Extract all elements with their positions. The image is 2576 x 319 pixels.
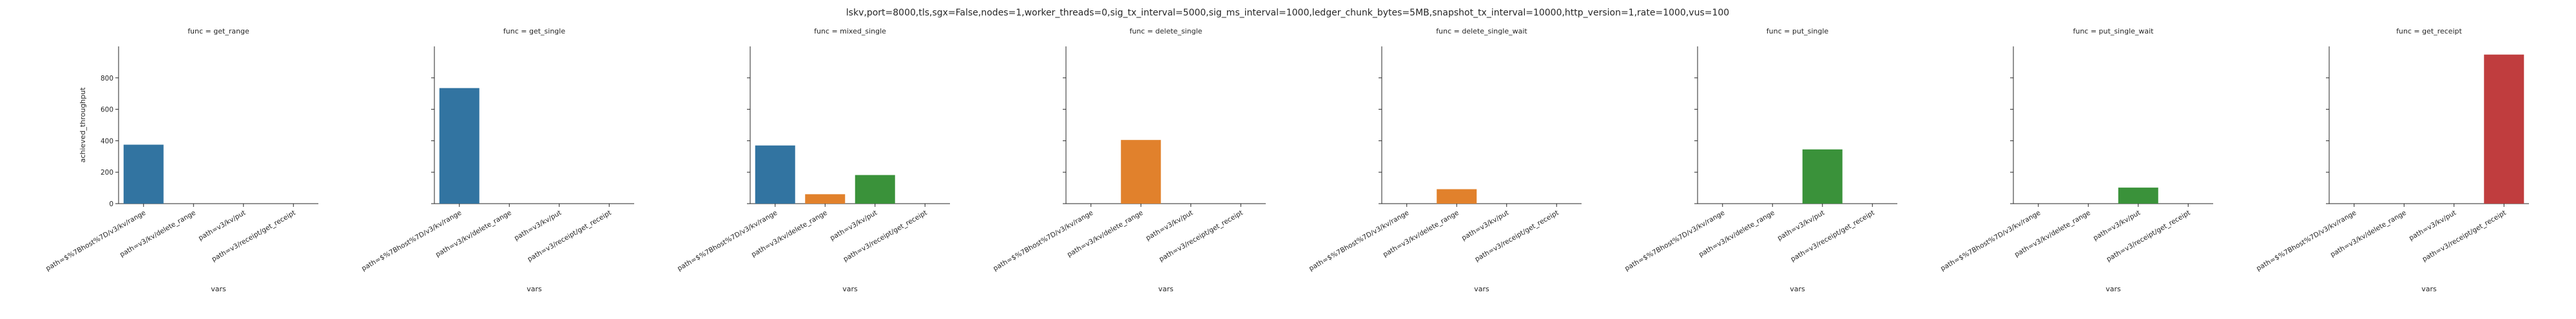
facet-panel: func = mixed_single path=$%7Bhost%7D/v3/k… <box>676 27 950 293</box>
facet-panel: func = delete_single_wait path=$%7Bhost%7… <box>1308 27 1582 293</box>
x-tick-label: path=v3/kv/put <box>2408 209 2457 242</box>
x-tick-label: path=v3/kv/put <box>1776 209 1826 242</box>
bar <box>2484 54 2524 204</box>
panel-title: func = mixed_single <box>814 27 886 35</box>
x-tick-label: path=v3/receipt/get_receipt <box>842 209 928 263</box>
x-tick-label: path=$%7Bhost%7D/v3/kv/range <box>992 209 1094 273</box>
x-tick-label: path=v3/receipt/get_receipt <box>1473 209 1560 263</box>
x-tick-label: path=v3/receipt/get_receipt <box>526 209 612 263</box>
bar <box>805 194 846 204</box>
x-tick-label: path=$%7Bhost%7D/v3/kv/range <box>1939 209 2042 273</box>
facet-panel: func = get_single path=$%7Bhost%7D/v3/kv/… <box>360 27 634 293</box>
y-tick-label: 0 <box>109 200 113 208</box>
x-axis-label: vars <box>211 285 226 293</box>
bar <box>1121 140 1161 204</box>
x-tick-label: path=$%7Bhost%7D/v3/kv/range <box>1623 209 1726 273</box>
x-axis-label: vars <box>1790 285 1805 293</box>
bar <box>439 88 479 204</box>
facet-panel: func = delete_single path=$%7Bhost%7D/v3/… <box>992 27 1266 293</box>
y-axis-label: achieved_throughput <box>79 87 87 163</box>
panel-title: func = put_single <box>1767 27 1829 35</box>
x-tick-label: path=$%7Bhost%7D/v3/kv/range <box>676 209 779 273</box>
x-tick-label: path=v3/kv/put <box>829 209 878 242</box>
x-axis-label: vars <box>2106 285 2121 293</box>
panel-title: func = delete_single <box>1130 27 1203 35</box>
x-tick-label: path=v3/receipt/get_receipt <box>210 209 296 263</box>
x-tick-label: path=v3/kv/put <box>197 209 247 242</box>
bar <box>2118 188 2158 204</box>
y-tick-label: 400 <box>101 137 113 145</box>
x-axis-label: vars <box>842 285 858 293</box>
x-tick-label: path=v3/receipt/get_receipt <box>2421 209 2507 263</box>
x-tick-label: path=$%7Bhost%7D/v3/kv/range <box>360 209 463 273</box>
bar <box>123 144 164 204</box>
panel-title: func = get_receipt <box>2396 27 2463 35</box>
x-axis-label: vars <box>2421 285 2437 293</box>
panels-container: func = get_range 0 200 400 600 800 achieved_th… <box>44 27 2529 293</box>
x-tick-label: path=v3/kv/put <box>513 209 563 242</box>
bar <box>755 145 795 204</box>
x-tick-label: path=v3/receipt/get_receipt <box>1789 209 1875 263</box>
x-tick-label: path=$%7Bhost%7D/v3/kv/range <box>1308 209 1410 273</box>
figure-title: lskv,port=8000,tls,sgx=False,nodes=1,wor… <box>846 8 1729 18</box>
panel-title: func = get_single <box>503 27 565 35</box>
x-axis-label: vars <box>1474 285 1489 293</box>
x-tick-label: path=v3/receipt/get_receipt <box>2105 209 2191 263</box>
x-tick-label: path=v3/kv/put <box>1460 209 1510 242</box>
panel-title: func = put_single_wait <box>2073 27 2154 35</box>
x-tick-label: path=$%7Bhost%7D/v3/kv/range <box>44 209 147 273</box>
x-axis-label: vars <box>527 285 542 293</box>
facet-panel: func = put_single_wait path=$%7Bhost%7D/v… <box>1939 27 2213 293</box>
facet-panel: func = get_receipt path=$%7Bhost%7D/v3/kv… <box>2255 27 2529 293</box>
x-tick-label: path=v3/kv/put <box>1145 209 1194 242</box>
panel-title: func = get_range <box>188 27 249 35</box>
facet-panel: func = get_range 0 200 400 600 800 achieved_th… <box>44 27 318 293</box>
bar <box>1437 189 1477 204</box>
facet-panel: func = put_single path=$%7Bhost%7D/v3/kv/… <box>1623 27 1897 293</box>
y-tick-label: 200 <box>101 169 113 177</box>
y-tick-label: 600 <box>101 106 113 114</box>
bar <box>1802 149 1843 204</box>
x-tick-label: path=v3/receipt/get_receipt <box>1157 209 1244 263</box>
panel-title: func = delete_single_wait <box>1436 27 1527 35</box>
x-tick-label: path=$%7Bhost%7D/v3/kv/range <box>2255 209 2358 273</box>
y-tick-label: 800 <box>101 75 113 82</box>
x-tick-label: path=v3/kv/put <box>2092 209 2142 242</box>
bar <box>855 175 895 204</box>
x-axis-label: vars <box>1158 285 1174 293</box>
